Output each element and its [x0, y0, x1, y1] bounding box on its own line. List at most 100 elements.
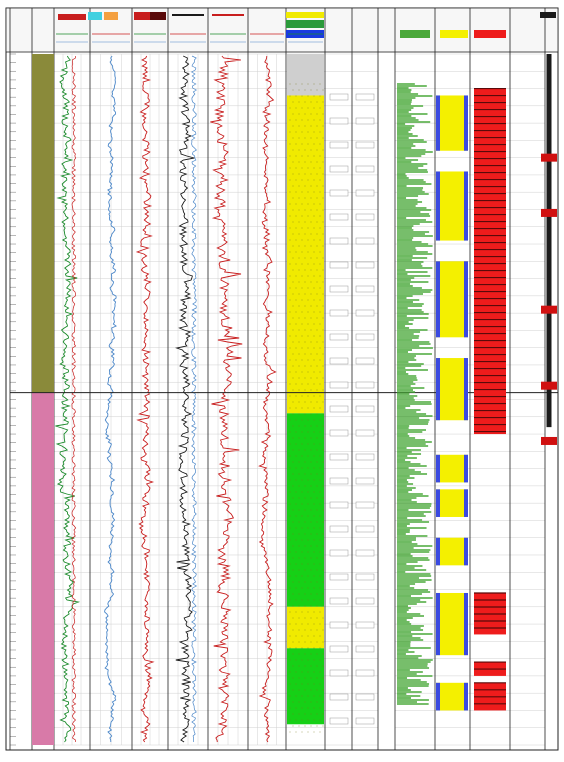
log-curve	[210, 55, 243, 743]
lithology-texture	[301, 395, 303, 397]
lithology-texture	[292, 689, 294, 691]
lithology-texture	[289, 695, 291, 697]
lithology-texture	[316, 377, 318, 379]
saturation-interval	[436, 682, 468, 711]
lithology-texture	[304, 569, 306, 571]
lithology-texture	[322, 581, 324, 583]
lithology-texture	[319, 527, 321, 529]
lithology-texture	[304, 329, 306, 331]
lithology-texture	[322, 401, 324, 403]
lithology-texture	[301, 227, 303, 229]
lithology-texture	[298, 689, 300, 691]
lithology-texture	[310, 149, 312, 151]
lithology-texture	[316, 605, 318, 607]
lithology-texture	[304, 485, 306, 487]
lithology-texture	[310, 317, 312, 319]
lithology-texture	[298, 509, 300, 511]
lithology-texture	[289, 527, 291, 529]
lithology-texture	[298, 341, 300, 343]
lithology-texture	[301, 215, 303, 217]
lithology-texture	[313, 275, 315, 277]
lithology-texture	[304, 257, 306, 259]
lithology-texture	[313, 599, 315, 601]
lithology-texture	[322, 329, 324, 331]
lithology-texture	[292, 221, 294, 223]
lithology-texture	[316, 713, 318, 715]
lithology-texture	[319, 263, 321, 265]
lithology-texture	[301, 587, 303, 589]
lithology-texture	[292, 305, 294, 307]
lithology-texture	[316, 521, 318, 523]
sample-cell	[329, 309, 349, 317]
lithology-texture	[307, 239, 309, 241]
sample-cell	[355, 309, 375, 317]
lithology-texture	[289, 683, 291, 685]
lithology-texture	[307, 251, 309, 253]
lithology-texture	[322, 341, 324, 343]
lithology-texture	[316, 545, 318, 547]
sample-cell	[329, 213, 349, 221]
lithology-texture	[289, 707, 291, 709]
lithology-texture	[316, 509, 318, 511]
lithology-texture	[298, 569, 300, 571]
lithology-texture	[295, 311, 297, 313]
lithology-texture	[289, 671, 291, 673]
lithology-texture	[301, 179, 303, 181]
lithology-texture	[289, 371, 291, 373]
lithology-texture	[301, 263, 303, 265]
lithology-texture	[313, 443, 315, 445]
lithology-texture	[304, 725, 306, 727]
lithology-texture	[292, 161, 294, 163]
lithology-texture	[295, 527, 297, 529]
lithology-texture	[295, 707, 297, 709]
lithology-texture	[316, 305, 318, 307]
lithology-texture	[289, 503, 291, 505]
water-interval	[464, 682, 468, 711]
lithology-texture	[322, 365, 324, 367]
lithology-texture	[289, 131, 291, 133]
sample-cell	[329, 669, 349, 677]
lithology-texture	[313, 527, 315, 529]
lithology-texture	[307, 647, 309, 649]
lithology-texture	[319, 203, 321, 205]
lithology-texture	[295, 479, 297, 481]
lithology-texture	[310, 641, 312, 643]
lithology-texture	[289, 239, 291, 241]
lithology-texture	[289, 311, 291, 313]
lithology-texture	[304, 149, 306, 151]
lithology-texture	[322, 209, 324, 211]
lithology-texture	[307, 431, 309, 433]
lithology-texture	[322, 197, 324, 199]
lithology-texture	[310, 137, 312, 139]
lithology-texture	[310, 257, 312, 259]
lithology-texture	[295, 491, 297, 493]
lithology-texture	[304, 317, 306, 319]
lithology-texture	[289, 647, 291, 649]
lithology-texture	[313, 491, 315, 493]
lithology-texture	[322, 533, 324, 535]
lithology-texture	[304, 557, 306, 559]
lithology-texture	[289, 227, 291, 229]
sample-cell	[329, 405, 349, 413]
lithology-texture	[310, 293, 312, 295]
lithology-texture	[316, 257, 318, 259]
lithology-texture	[298, 677, 300, 679]
sample-cell	[329, 645, 349, 653]
lithology-texture	[319, 287, 321, 289]
water-interval	[436, 261, 440, 338]
lithology-texture	[295, 203, 297, 205]
lithology-texture	[292, 581, 294, 583]
lithology-texture	[310, 221, 312, 223]
lithology-texture	[295, 539, 297, 541]
lithology-texture	[304, 209, 306, 211]
lithology-texture	[319, 407, 321, 409]
saturation-interval	[436, 592, 468, 656]
lithology-texture	[322, 389, 324, 391]
lithology-texture	[316, 113, 318, 115]
lithology-texture	[310, 233, 312, 235]
lithology-texture	[301, 683, 303, 685]
lithology-texture	[322, 509, 324, 511]
lithology-texture	[316, 341, 318, 343]
lithology-texture	[298, 425, 300, 427]
lithology-texture	[298, 449, 300, 451]
